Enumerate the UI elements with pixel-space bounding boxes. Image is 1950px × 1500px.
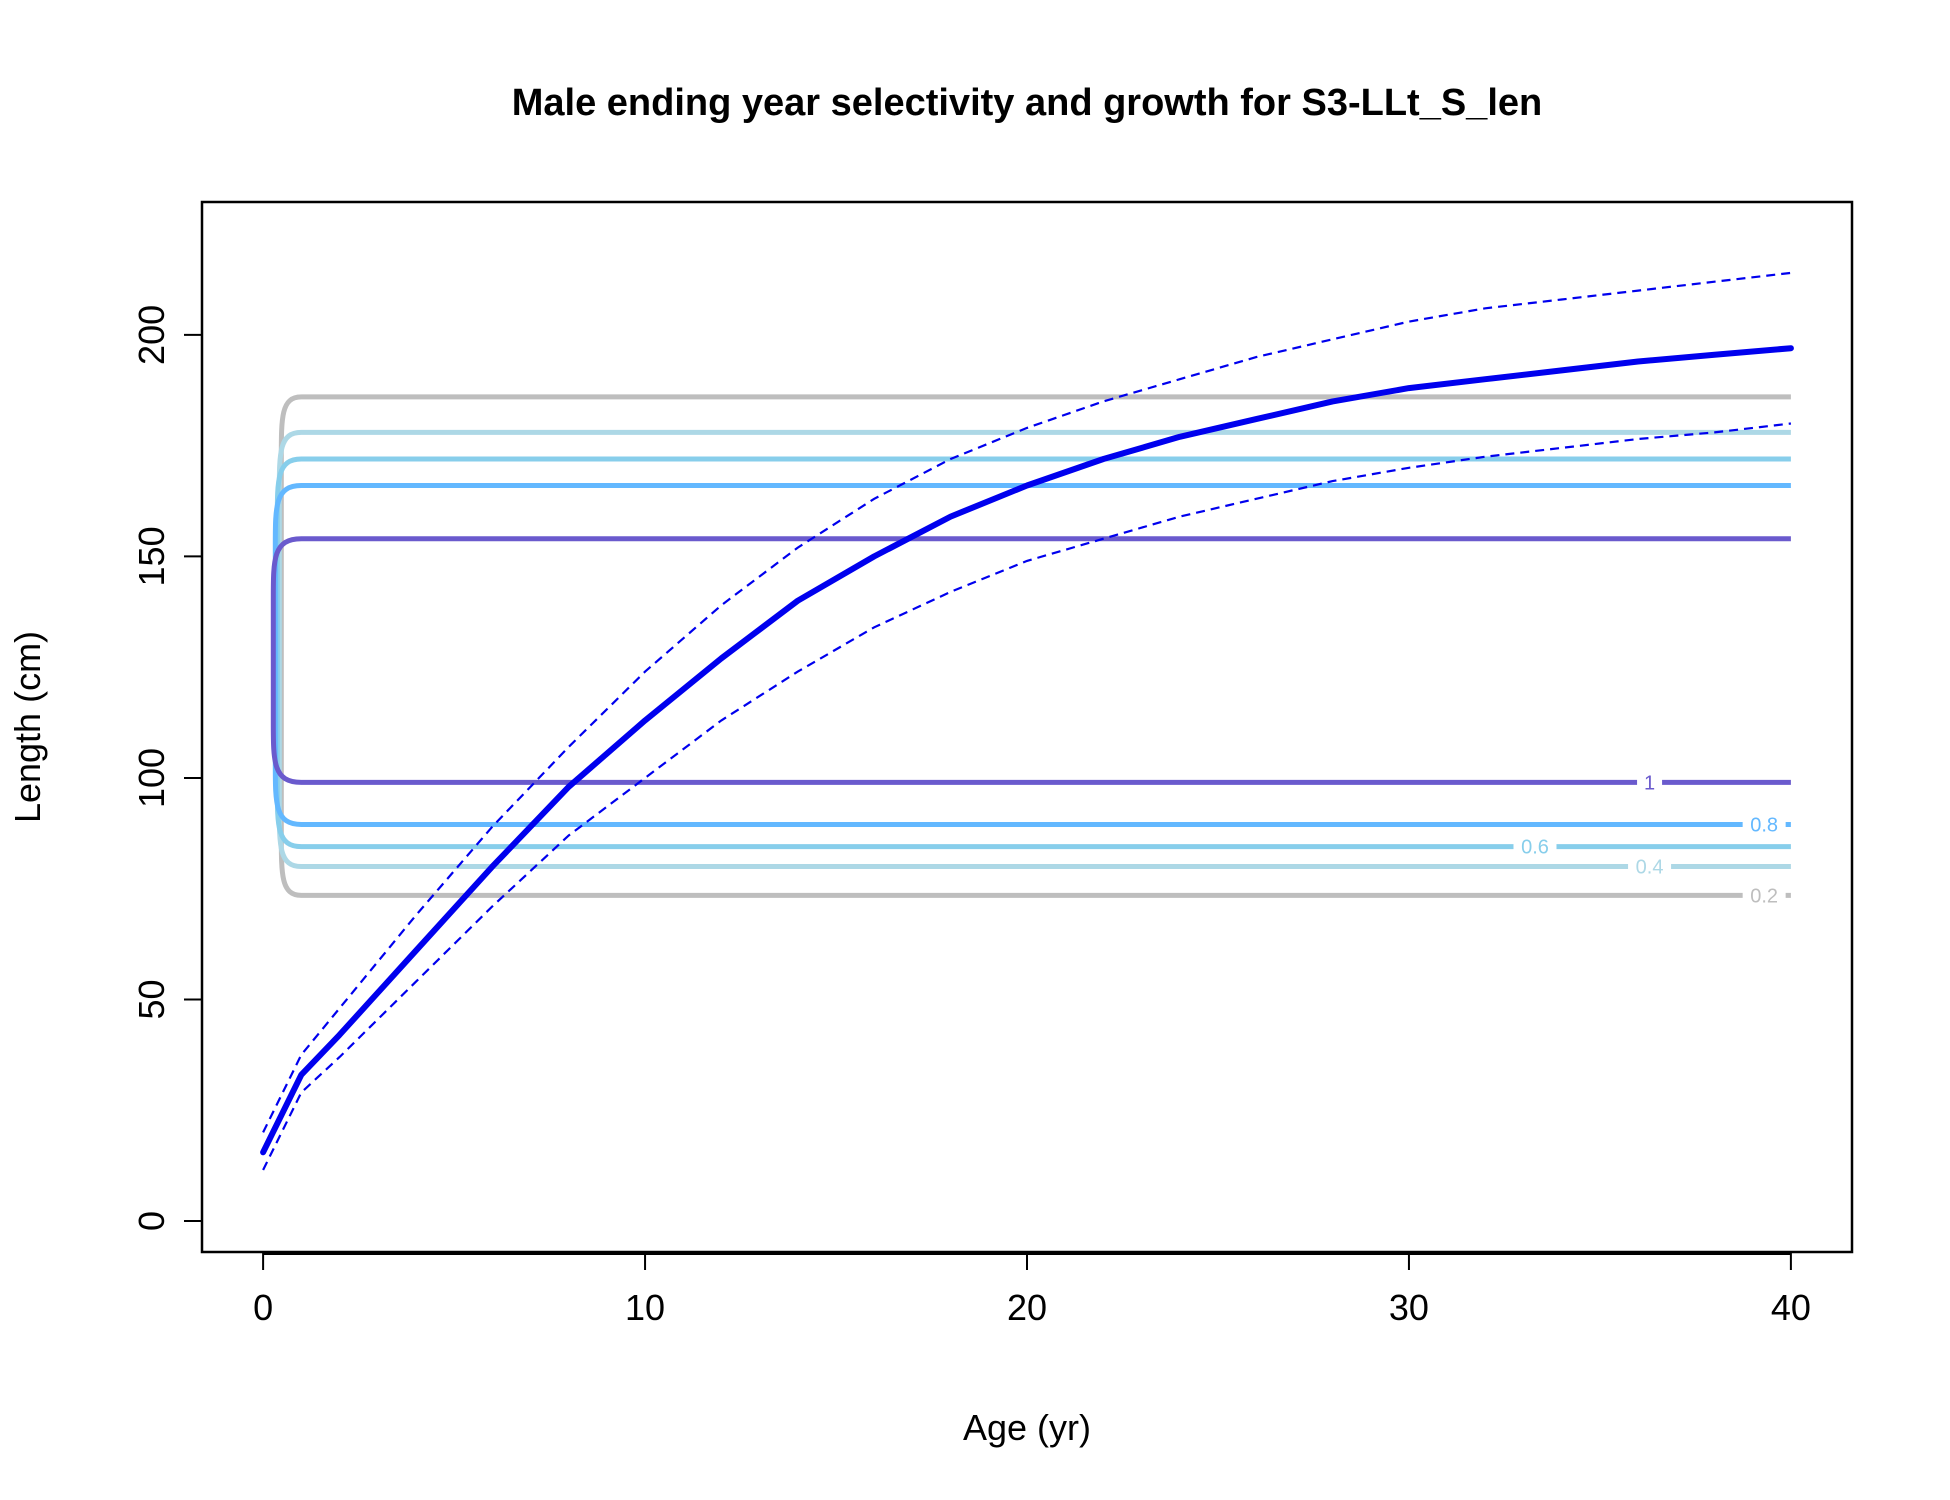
contour-label-gap xyxy=(1628,858,1672,875)
contour-1 xyxy=(270,536,1791,785)
contour-label-gap xyxy=(1742,887,1786,904)
contour-label-gap xyxy=(1513,838,1557,855)
y-axis-label: Length (cm) xyxy=(7,631,48,823)
contour-0-4 xyxy=(276,429,1791,870)
y-tick-label: 200 xyxy=(131,305,172,365)
growth-mean-line xyxy=(260,345,1794,1156)
contour-0-2 xyxy=(278,394,1791,898)
x-tick-label: 20 xyxy=(1007,1287,1047,1328)
contour-label: 0.2 xyxy=(1750,885,1778,907)
contour-label: 0.4 xyxy=(1636,857,1664,879)
contour-label: 0.8 xyxy=(1750,814,1778,836)
contour-label: 1 xyxy=(1644,772,1655,794)
plot-frame xyxy=(200,200,1854,1254)
contour-label-gap xyxy=(1742,816,1786,833)
y-tick-label: 100 xyxy=(131,748,172,808)
y-tick-label: 50 xyxy=(131,979,172,1019)
plot-area: 0.2 0.4 0.6 0.8 1 xyxy=(260,271,1794,1171)
x-tick-label: 0 xyxy=(253,1287,273,1328)
x-tick-label: 10 xyxy=(625,1287,665,1328)
chart-title: Male ending year selectivity and growth … xyxy=(512,82,1542,124)
x-axis-label: Age (yr) xyxy=(963,1407,1091,1448)
contour-label-gap xyxy=(1637,774,1663,791)
y-tick-label: 0 xyxy=(131,1211,172,1231)
growth-lower-bound-line xyxy=(262,422,1792,1171)
x-tick-label: 30 xyxy=(1389,1287,1429,1328)
contour-label: 0.6 xyxy=(1521,837,1549,859)
y-tick-label: 150 xyxy=(131,526,172,586)
axes: 0 10 20 30 40 0 50 100 150 200 xyxy=(131,305,1811,1328)
growth-upper-bound-line xyxy=(262,271,1792,1133)
x-tick-label: 40 xyxy=(1771,1287,1811,1328)
contour-0-6 xyxy=(274,456,1791,850)
